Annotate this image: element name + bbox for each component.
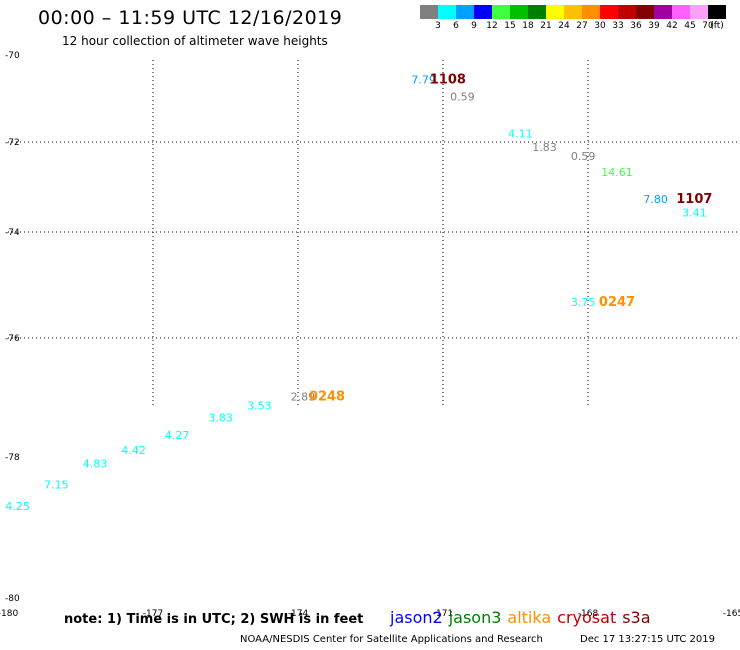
latitude-tick-label: -70	[5, 51, 20, 61]
longitude-tick-label: -168	[578, 609, 599, 619]
pass-time-label: 1107	[676, 192, 712, 207]
longitude-tick-label: -165	[723, 609, 740, 619]
legend-unit: (ft)	[710, 21, 724, 31]
legend-swatch	[708, 5, 726, 19]
longitude-tick-label: -180	[0, 609, 18, 619]
wave-height-reading: 4.27	[165, 429, 190, 442]
pass-time-label: 0247	[599, 295, 635, 310]
latitude-tick-label: -80	[5, 594, 20, 604]
legend-swatch	[618, 5, 636, 19]
map-title: 00:00 – 11:59 UTC 12/16/2019	[38, 7, 343, 29]
satellite-name: jason3	[448, 608, 502, 627]
legend-bin: 9	[456, 5, 477, 31]
latitude-tick-label: -76	[5, 334, 20, 344]
wave-height-reading: 3.83	[208, 411, 233, 424]
satellite-name: altika	[507, 608, 552, 627]
wave-height-reading: 7.80	[643, 193, 668, 206]
legend-label: 9	[471, 21, 477, 31]
legend-label: 12	[486, 21, 498, 31]
legend-swatch	[420, 5, 438, 19]
legend-swatch	[582, 5, 600, 19]
legend-swatch	[672, 5, 690, 19]
pass-time-label: 1108	[430, 72, 466, 87]
wave-height-reading: 1.83	[532, 141, 557, 154]
legend-bin: 3	[420, 5, 441, 31]
legend-swatch	[456, 5, 474, 19]
legend-label: 15	[504, 21, 516, 31]
legend-swatch	[564, 5, 582, 19]
legend-label: 24	[558, 21, 570, 31]
legend-swatch	[510, 5, 528, 19]
color-legend: 3 6 9 12 15 18 21 24 27 30 33 36 39 42 45 70 (ft)	[420, 5, 726, 31]
legend-label: 3	[435, 21, 441, 31]
legend-bin: 42	[654, 5, 678, 31]
wave-height-reading: 7.79	[411, 73, 436, 86]
legend-swatch	[438, 5, 456, 19]
legend-label: 36	[630, 21, 642, 31]
wave-height-reading: 4.25	[5, 500, 30, 513]
satellite-name: cryosat	[557, 608, 617, 627]
satellite-name: jason2	[390, 608, 443, 627]
legend-bin: 12	[474, 5, 498, 31]
wave-height-reading: 3.41	[682, 206, 707, 219]
legend-bin: 6	[438, 5, 459, 31]
legend-label: 42	[666, 21, 678, 31]
legend-label: 18	[522, 21, 534, 31]
legend-swatch	[492, 5, 510, 19]
satellite-name: s3a	[622, 608, 651, 627]
wave-height-reading: 4.42	[121, 444, 146, 457]
legend-bin: 27	[564, 5, 588, 31]
latitude-tick-label: -74	[5, 228, 20, 238]
wave-height-reading: 2.89	[291, 390, 316, 403]
legend-label: 6	[453, 21, 459, 31]
wave-height-reading: 3.75	[571, 296, 596, 309]
satellite-legend: jason2 jason3 altika cryosat s3a	[390, 608, 657, 627]
legend-swatch	[546, 5, 564, 19]
legend-swatch	[690, 5, 708, 19]
map-subtitle: 12 hour collection of altimeter wave hei…	[62, 34, 328, 48]
legend-bin: 45	[672, 5, 696, 31]
legend-bin: 21	[528, 5, 552, 31]
latitude-tick-label: -78	[5, 453, 20, 463]
wave-height-reading: 14.61	[601, 166, 633, 179]
legend-swatch	[528, 5, 546, 19]
legend-bin: 36	[618, 5, 642, 31]
legend-bin: 24	[546, 5, 570, 31]
legend-bin: 39	[636, 5, 660, 31]
legend-bin: 18	[510, 5, 534, 31]
legend-swatch	[600, 5, 618, 19]
latitude-tick-label: -72	[5, 138, 20, 148]
legend-label: 45	[684, 21, 696, 31]
footer-note: note: 1) Time is in UTC; 2) SWH is in fe…	[64, 612, 364, 627]
wave-height-reading: 0.59	[571, 150, 596, 163]
wave-height-reading: 4.83	[83, 458, 108, 471]
legend-bin: (ft)	[708, 5, 726, 31]
pass-time-label: 0248	[309, 389, 345, 404]
longitude-tick-label: -177	[143, 609, 163, 619]
legend-label: 21	[540, 21, 552, 31]
legend-label: 30	[594, 21, 606, 31]
legend-bin: 33	[600, 5, 624, 31]
legend-swatch	[636, 5, 654, 19]
legend-bin: 70	[690, 5, 714, 31]
legend-bin: 15	[492, 5, 516, 31]
wave-height-reading: 0.59	[450, 91, 475, 104]
longitude-tick-label: -171	[433, 609, 453, 619]
legend-swatch	[654, 5, 672, 19]
wave-height-reading: 3.53	[247, 399, 272, 412]
legend-label: 70	[702, 21, 714, 31]
legend-label: 27	[576, 21, 588, 31]
wave-height-reading: 4.11	[508, 128, 533, 141]
generation-timestamp: Dec 17 13:27:15 UTC 2019	[580, 634, 715, 645]
legend-label: 39	[648, 21, 660, 31]
legend-bin: 30	[582, 5, 606, 31]
legend-label: 33	[612, 21, 624, 31]
credit-line: NOAA/NESDIS Center for Satellite Applica…	[240, 634, 543, 645]
legend-swatch	[474, 5, 492, 19]
longitude-tick-label: -174	[288, 609, 309, 619]
wave-height-reading: 7.15	[44, 479, 69, 492]
